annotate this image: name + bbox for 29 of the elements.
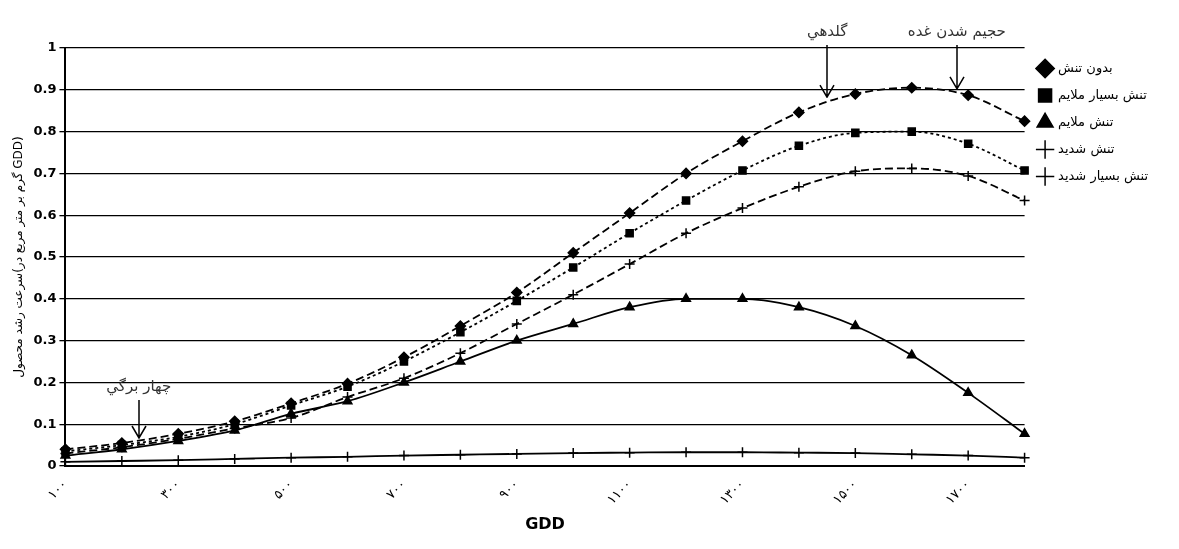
y-tick-label: 0.3 — [33, 331, 57, 347]
y-tick-label: 0.9 — [33, 81, 57, 97]
x-tick-label: ۱۱۰۰ — [603, 476, 635, 507]
annotation: گلدهي — [805, 22, 849, 40]
x-tick-label: ۱۰۰ — [44, 476, 70, 502]
y-tick-label: 0.1 — [33, 415, 57, 431]
y-tick-label: 0.8 — [33, 122, 57, 138]
y-tick-label: 0.4 — [33, 290, 57, 306]
y-tick-label: 1 — [47, 39, 57, 55]
x-tick-label: ۷۰۰ — [383, 476, 409, 502]
annotation: حجيم شدن غده — [906, 22, 1007, 40]
y-tick-label: 0.5 — [33, 248, 57, 264]
x-tick-label: ۹۰۰ — [495, 476, 522, 502]
x-axis-title: GDD — [525, 513, 565, 533]
legend-label: بدون تنش — [1058, 59, 1113, 76]
x-tick-label: ۳۰۰ — [157, 476, 183, 502]
legend-label: تنش ملایم — [1058, 113, 1114, 130]
y-tick-label: 0.2 — [33, 373, 57, 389]
y-tick-label: 0.7 — [33, 164, 57, 180]
legend-label: تنش بسیار ملایم — [1058, 86, 1148, 103]
legend-label: تنش شدید — [1058, 140, 1115, 157]
x-tick-label: ۱۷۰۰ — [942, 476, 973, 507]
legend-label: تنش بسیار شدید — [1058, 167, 1149, 184]
y-axis-title: سرعت رشد محصول(گرم بر متر مربع در GDD) — [11, 136, 27, 378]
y-tick-label: 0.6 — [33, 206, 57, 222]
x-tick-label: ۵۰۰ — [270, 476, 296, 502]
x-tick-label: ۱۳۰۰ — [716, 476, 747, 507]
y-tick-label: 0 — [47, 457, 57, 473]
x-tick-label: ۱۵۰۰ — [829, 476, 860, 507]
